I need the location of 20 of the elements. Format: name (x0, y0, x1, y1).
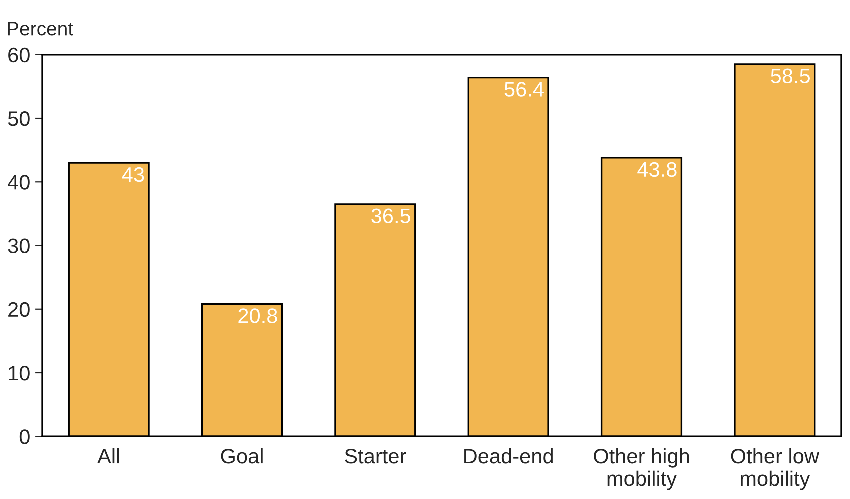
x-tick-label: Other high mobility (594, 448, 690, 490)
y-tick-label: 10 (9, 366, 30, 381)
y-tick-label: 40 (8, 175, 30, 190)
data-label: 56.4 (504, 82, 544, 97)
y-tick-label: 60 (8, 48, 30, 63)
x-tick-label: Other low mobility (731, 448, 820, 490)
y-axis-title: Percent (8, 22, 74, 36)
x-tick-label: Goal (221, 448, 263, 464)
x-tick-label: Dead-end (464, 448, 553, 464)
y-tick-label: 50 (8, 112, 30, 126)
y-tick-label: 0 (20, 430, 30, 444)
data-label: 58.5 (771, 68, 810, 84)
data-label: 43 (122, 167, 144, 182)
data-label: 43.8 (638, 162, 677, 178)
y-tick-label: 30 (8, 238, 30, 254)
data-label: 20.8 (238, 308, 278, 324)
data-label: 36.5 (372, 208, 410, 224)
y-tick-label: 20 (8, 302, 30, 318)
x-tick-label: Starter (345, 448, 406, 464)
x-tick-label: All (98, 448, 120, 464)
